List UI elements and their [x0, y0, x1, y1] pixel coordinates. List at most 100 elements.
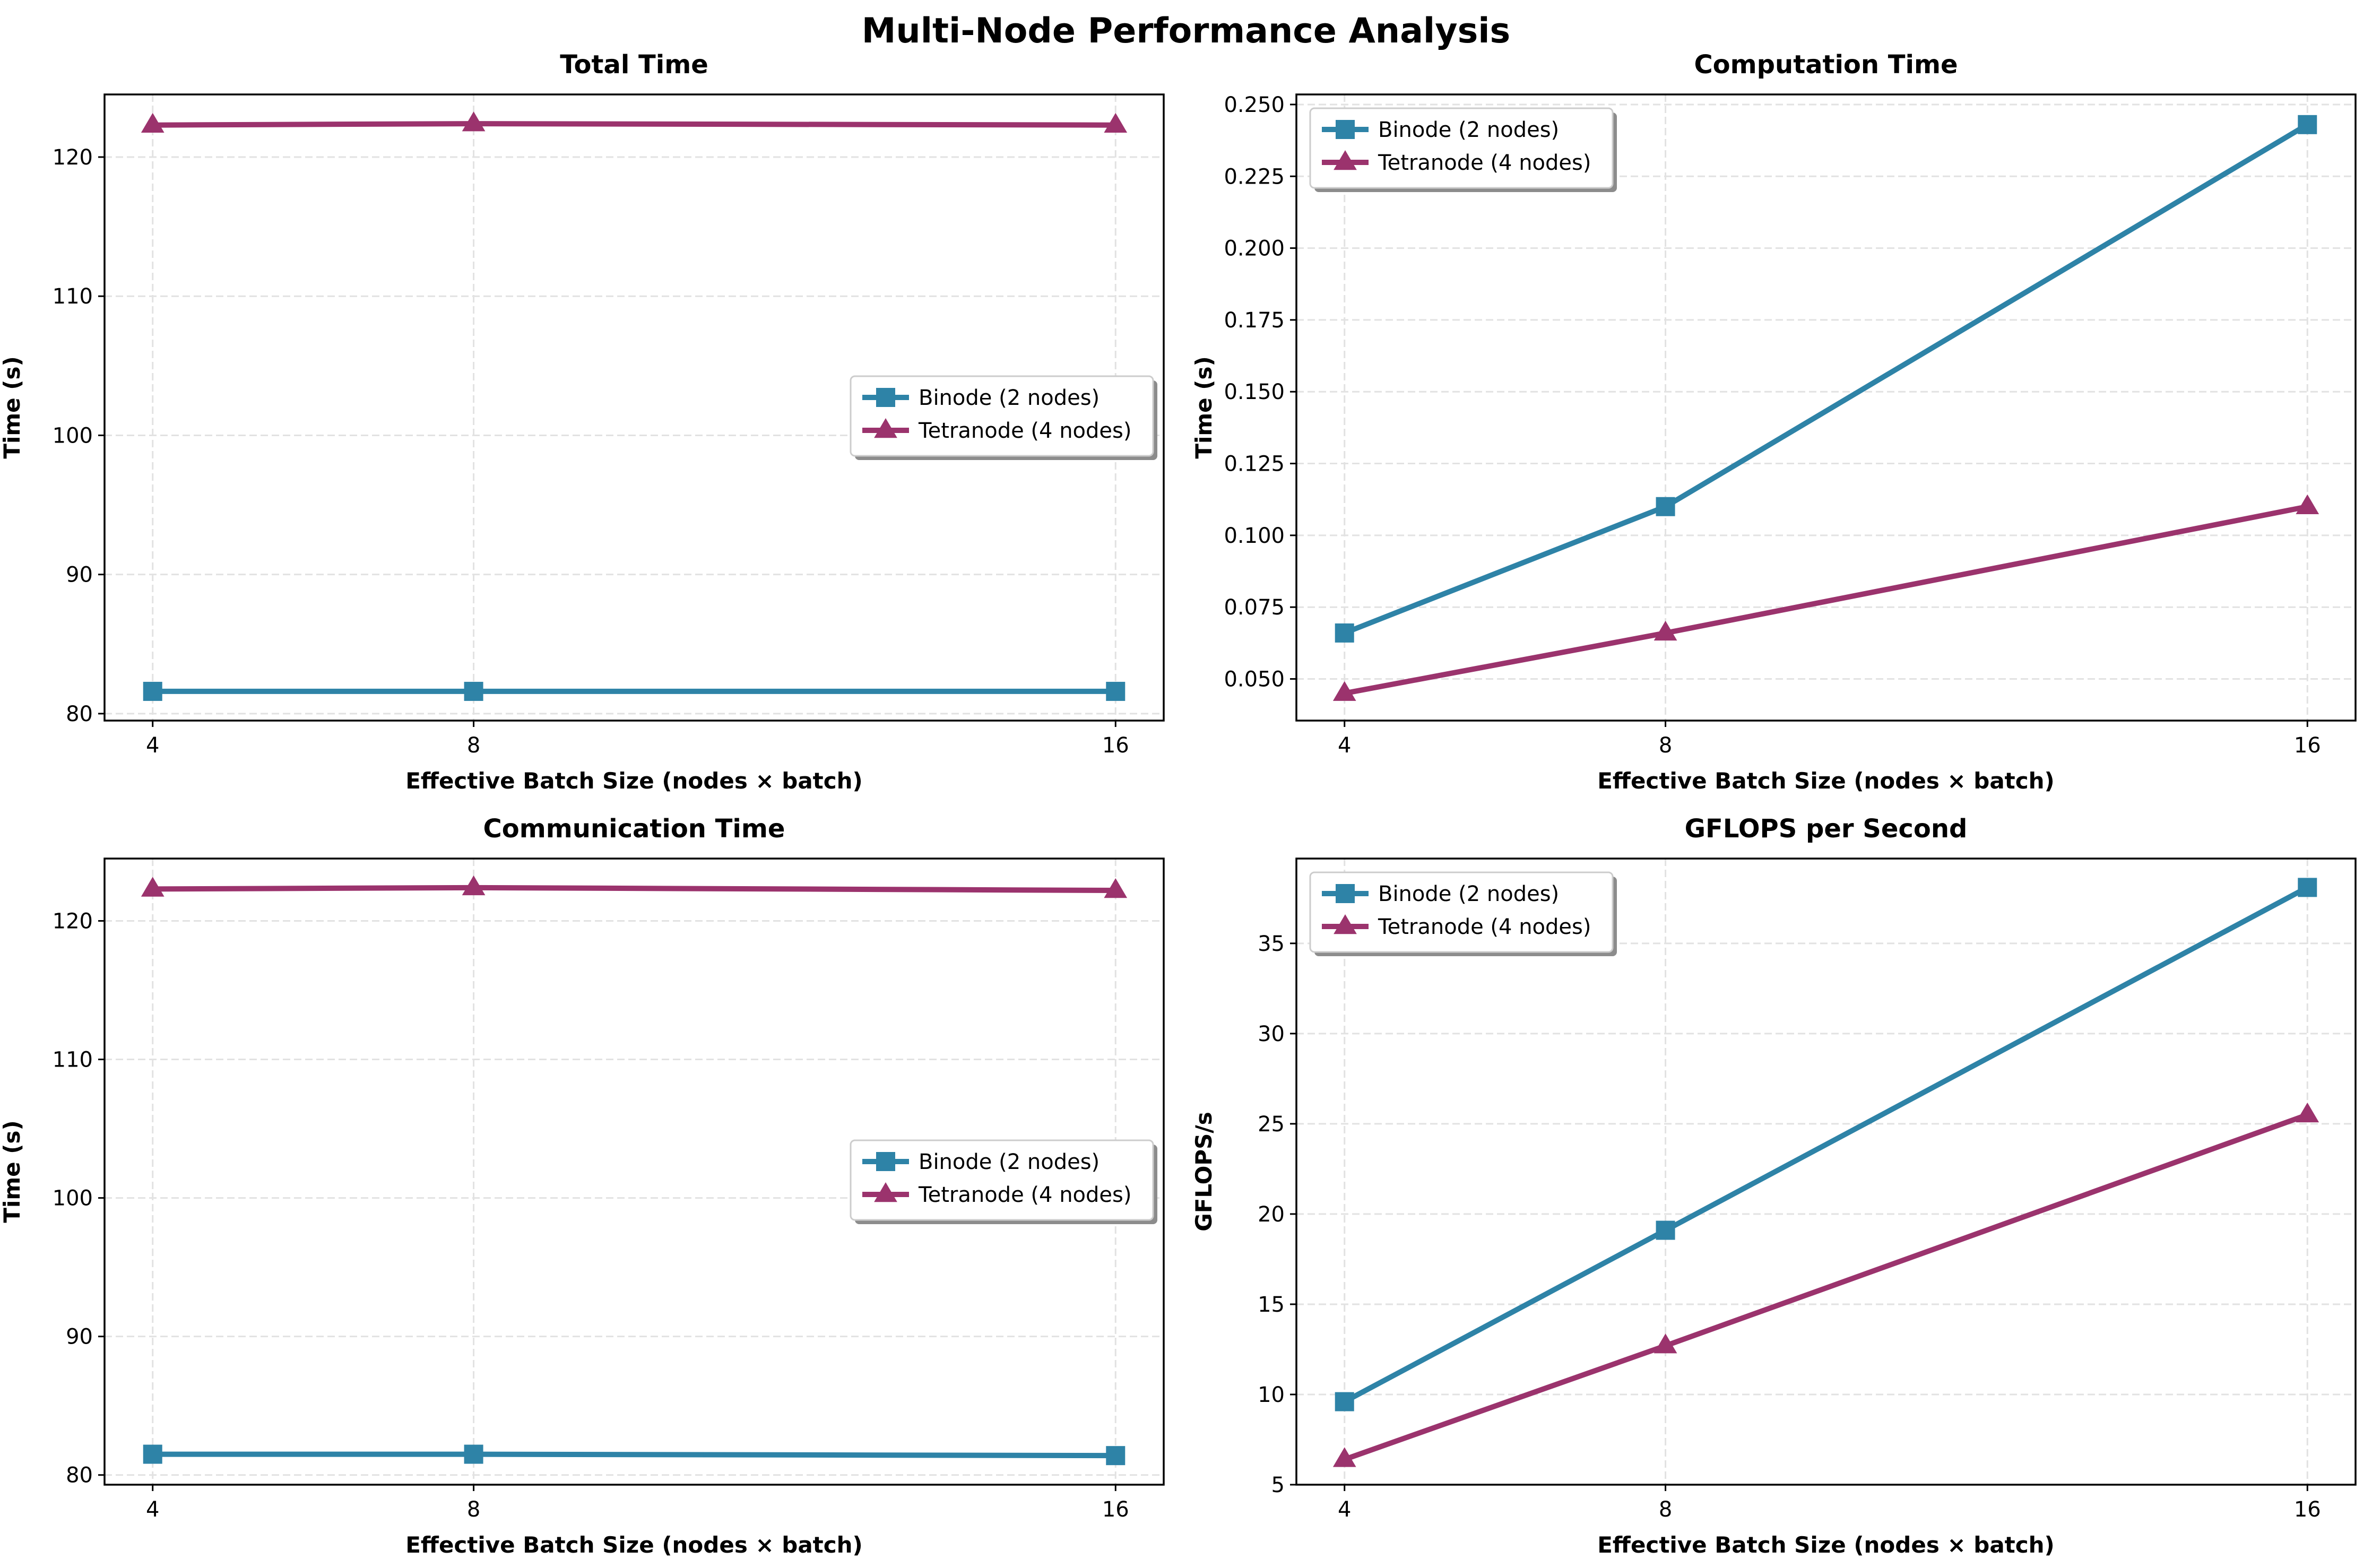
y-tick-label: 0.125 [1224, 452, 1285, 477]
series-tetranode [141, 111, 1128, 133]
axes-frame [1295, 857, 2357, 1486]
legend-entry-label: Binode (2 nodes) [1378, 118, 1559, 142]
y-tick-label: 25 [1258, 1112, 1285, 1137]
y-tick-label: 15 [1258, 1293, 1285, 1317]
data-point [141, 877, 165, 897]
x-tick-label: 16 [2294, 1497, 2321, 1522]
y-tick-label: 0.250 [1224, 93, 1285, 117]
data-point [1104, 112, 1128, 133]
data-point [141, 112, 165, 133]
legend-swatch-marker [874, 1182, 897, 1202]
legend-entry-label: Tetranode (4 nodes) [1378, 915, 1591, 939]
legend-swatch-marker [874, 418, 897, 438]
series-binode [1335, 115, 2317, 643]
data-point [464, 681, 483, 701]
legend-entry-label: Tetranode (4 nodes) [1378, 151, 1591, 175]
chart-panel-1: 80 90 100 110 120 4 8 16 Total Time Effective Bat… [0, 50, 1165, 794]
y-tick-label: 0.050 [1224, 668, 1285, 692]
data-point [2298, 878, 2317, 897]
data-point [1656, 1220, 1675, 1240]
data-point [1335, 623, 1354, 643]
data-point [1654, 620, 1677, 641]
x-tick-label: 16 [1102, 1497, 1129, 1522]
axes-frame [1295, 93, 2357, 722]
y-tick-label: 90 [66, 563, 93, 587]
y-tick-label: 110 [53, 1048, 93, 1072]
y-tick-label: 0.075 [1224, 595, 1285, 620]
y-axis-label: Time (s) [0, 356, 25, 458]
y-tick-label: 35 [1258, 932, 1285, 956]
legend-entry-label: Tetranode (4 nodes) [918, 419, 1131, 443]
y-axis-label: GFLOPS/s [1191, 1112, 1217, 1232]
chart-title: Computation Time [1694, 50, 1958, 80]
series-line [152, 121, 1116, 128]
series-binode [143, 681, 1126, 701]
series-line [152, 1451, 1116, 1459]
x-axis-label: Effective Batch Size (nodes × batch) [405, 1532, 863, 1558]
y-tick-label: 0.200 [1224, 237, 1285, 261]
legend-swatch-marker [1336, 120, 1355, 139]
x-tick-label: 4 [146, 733, 159, 758]
x-tick-label: 16 [2294, 733, 2321, 758]
data-point [143, 1444, 162, 1464]
legend-box [850, 375, 1154, 457]
data-point [1332, 1447, 1356, 1467]
chart-title: Total Time [560, 50, 708, 80]
legend: Binode (2 nodes) Tetranode (4 nodes) [1309, 107, 1617, 192]
chart-panels: 80 90 100 110 120 4 8 16 Total Time Effective Bat… [0, 50, 2357, 1558]
series-binode [1335, 878, 2317, 1411]
legend-swatch-marker [1334, 914, 1357, 934]
legend: Binode (2 nodes) Tetranode (4 nodes) [850, 375, 1157, 460]
y-tick-label: 5 [1271, 1473, 1285, 1497]
data-point [462, 111, 486, 132]
x-tick-label: 16 [1102, 733, 1129, 758]
chart-panel-2: 0.050 0.075 0.100 0.125 0.150 0.175 0.200 0.225… [1191, 50, 2357, 794]
series-tetranode [1332, 1102, 2319, 1467]
x-tick-label: 4 [1338, 1497, 1351, 1522]
x-tick-label: 8 [467, 733, 480, 758]
data-point [1656, 497, 1675, 516]
y-tick-label: 80 [66, 702, 93, 726]
x-axis-label: Effective Batch Size (nodes × batch) [405, 768, 863, 794]
figure-suptitle: Multi-Node Performance Analysis [862, 11, 1511, 51]
x-tick-label: 4 [1338, 733, 1351, 758]
x-tick-label: 8 [1659, 1497, 1672, 1522]
y-tick-label: 90 [66, 1325, 93, 1349]
legend-swatch-marker [1334, 150, 1357, 170]
legend-box [850, 1139, 1154, 1221]
y-tick-label: 100 [53, 423, 93, 448]
data-point [1106, 681, 1126, 701]
axes-frame [103, 93, 1165, 722]
y-tick-label: 20 [1258, 1202, 1285, 1227]
legend: Binode (2 nodes) Tetranode (4 nodes) [1309, 871, 1617, 956]
plot-area [1296, 859, 2356, 1485]
y-tick-label: 0.100 [1224, 524, 1285, 548]
x-tick-label: 4 [146, 1497, 159, 1522]
x-axis-label: Effective Batch Size (nodes × batch) [1597, 1532, 2055, 1558]
data-point [2298, 115, 2317, 134]
data-point [2296, 1102, 2319, 1123]
legend-box [1309, 871, 1614, 953]
y-tick-label: 0.225 [1224, 164, 1285, 189]
chart-title: GFLOPS per Second [1685, 814, 1968, 844]
data-point [1335, 1392, 1354, 1411]
series-tetranode [141, 875, 1128, 898]
series-binode [143, 1444, 1126, 1466]
y-tick-label: 110 [53, 284, 93, 309]
series-line [152, 885, 1116, 894]
series-tetranode [1332, 494, 2319, 701]
data-point [1104, 878, 1128, 898]
y-tick-label: 10 [1258, 1383, 1285, 1407]
y-axis-label: Time (s) [0, 1120, 25, 1223]
y-tick-label: 0.150 [1224, 380, 1285, 404]
x-axis-label: Effective Batch Size (nodes × batch) [1597, 768, 2055, 794]
legend-entry-label: Binode (2 nodes) [919, 1150, 1100, 1174]
legend-swatch-marker [876, 1152, 895, 1171]
data-point [464, 1444, 483, 1464]
legend-entry-label: Binode (2 nodes) [1378, 882, 1559, 906]
x-tick-label: 8 [467, 1497, 480, 1522]
legend-swatch-marker [876, 388, 895, 407]
legend: Binode (2 nodes) Tetranode (4 nodes) [850, 1139, 1157, 1224]
